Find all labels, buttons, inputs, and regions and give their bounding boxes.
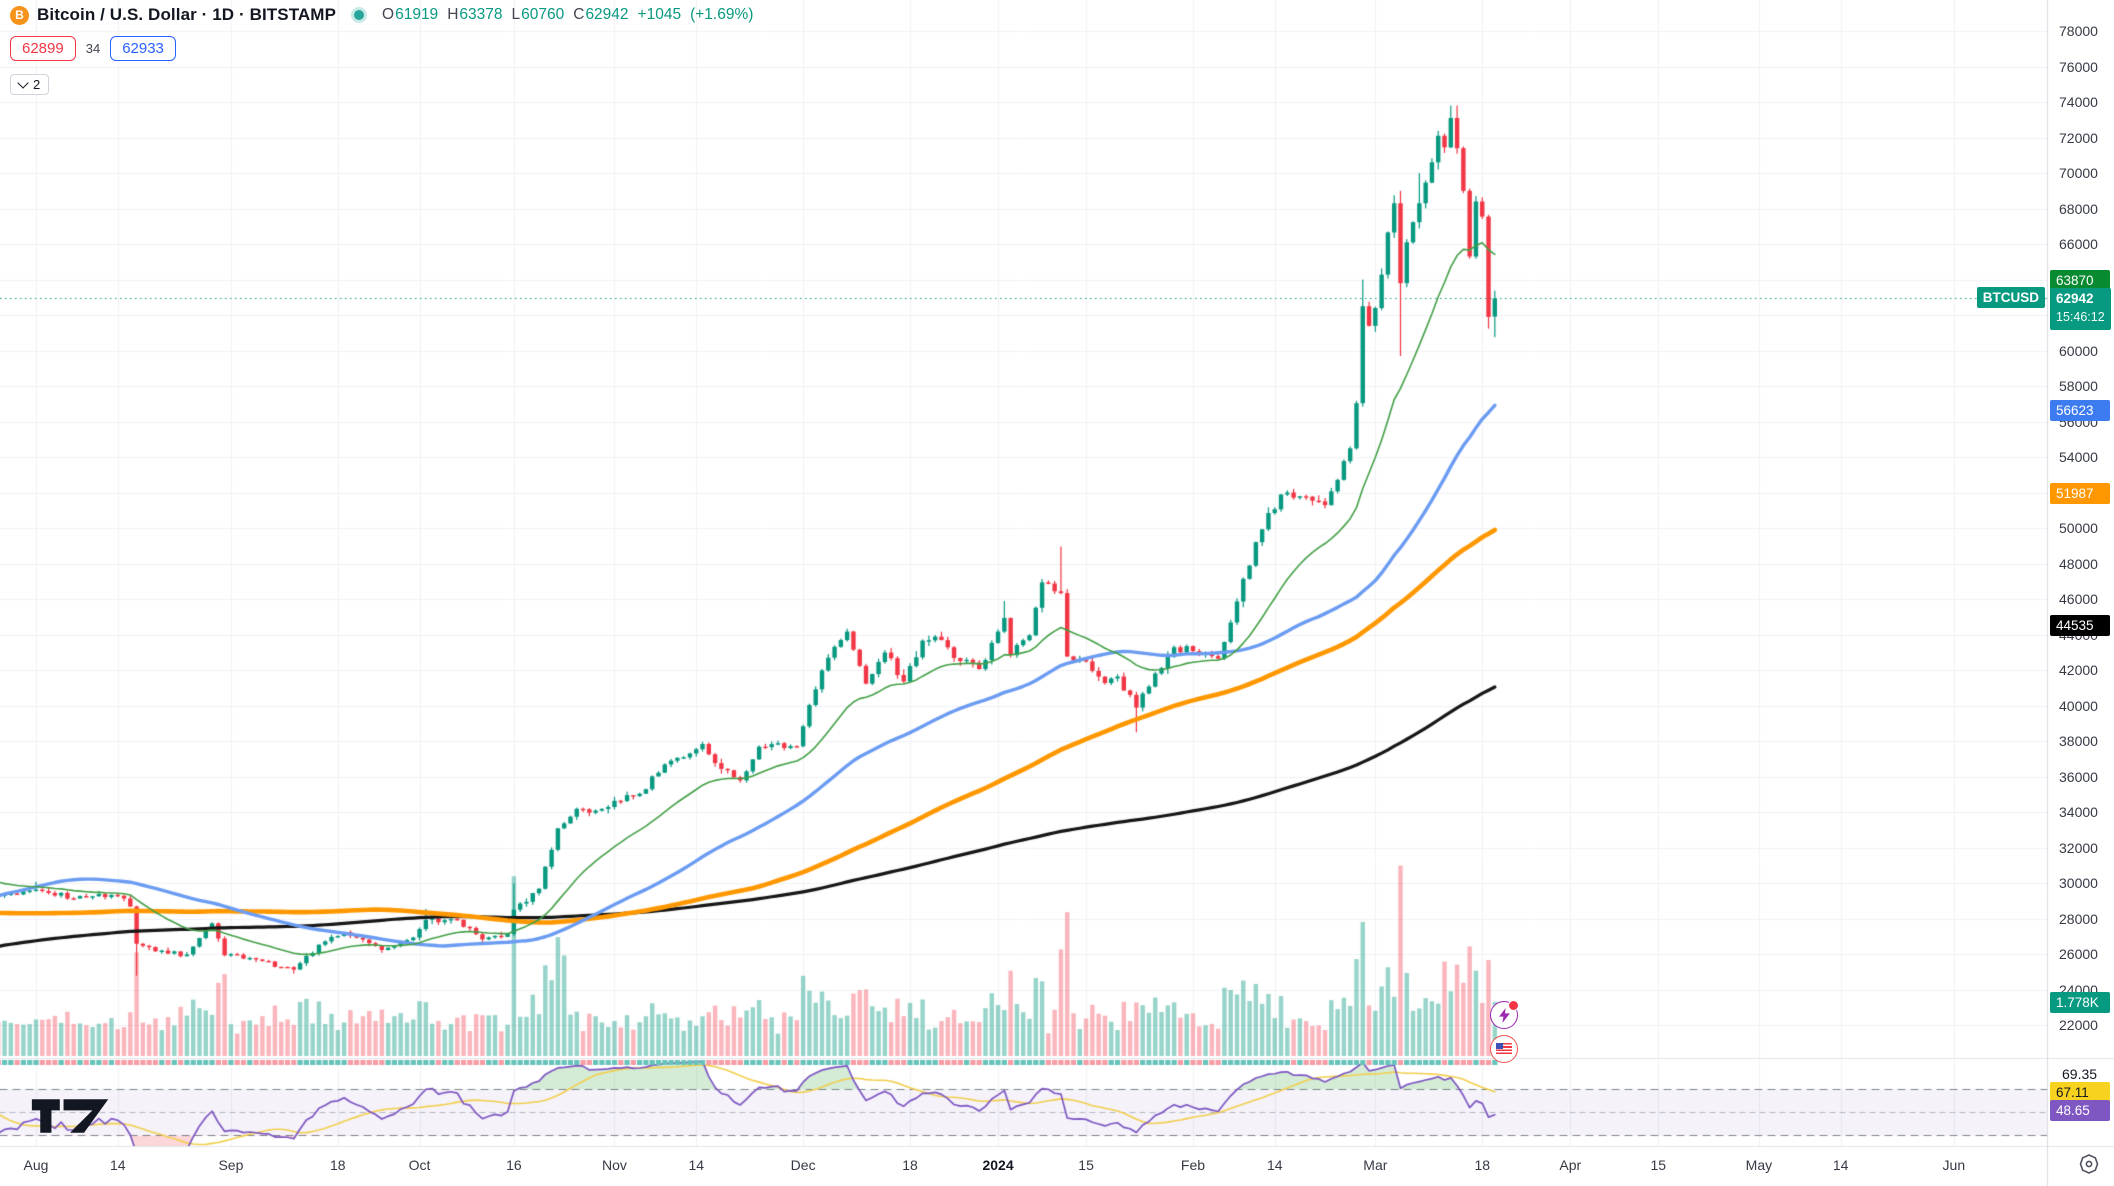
change-value: +1045 bbox=[637, 6, 682, 23]
time-tick-label[interactable]: 18 bbox=[1474, 1157, 1491, 1173]
price-tick-label[interactable]: 40000 bbox=[2059, 697, 2098, 714]
time-tick-label[interactable]: 14 bbox=[688, 1157, 705, 1173]
rsi-axis-value: 69.35 bbox=[2062, 1066, 2098, 1082]
ema20-price-label: 63870 bbox=[2050, 270, 2110, 291]
price-tick-label[interactable]: 22000 bbox=[2059, 1017, 2098, 1034]
price-tick-label[interactable]: 48000 bbox=[2059, 555, 2098, 572]
time-tick-label[interactable]: 2024 bbox=[982, 1157, 1014, 1173]
last-price-label: 62942 15:46:12 bbox=[2050, 288, 2111, 330]
time-tick-label[interactable]: Jun bbox=[1942, 1157, 1966, 1173]
close-label: C bbox=[573, 6, 585, 23]
price-tick-label[interactable]: 70000 bbox=[2059, 165, 2098, 182]
notification-dot bbox=[1508, 1000, 1519, 1011]
price-tick-label[interactable]: 74000 bbox=[2059, 94, 2098, 111]
high-value: 63378 bbox=[459, 6, 503, 23]
time-tick-label[interactable]: 14 bbox=[1832, 1157, 1849, 1173]
economic-event-icon[interactable] bbox=[1490, 1035, 1518, 1063]
price-tick-label[interactable]: 30000 bbox=[2059, 875, 2098, 892]
bar-countdown: 15:46:12 bbox=[2056, 310, 2105, 324]
time-tick-label[interactable]: 18 bbox=[902, 1157, 918, 1173]
rsi-ma-value-label: 67.11 bbox=[2050, 1082, 2110, 1103]
chevron-down-icon bbox=[17, 77, 29, 89]
time-tick-label[interactable]: May bbox=[1745, 1157, 1773, 1173]
chart-legend: B Bitcoin / U.S. Dollar · 1D · BITSTAMP … bbox=[10, 5, 753, 25]
price-tick-label[interactable]: 46000 bbox=[2059, 591, 2098, 608]
time-tick-label[interactable]: Mar bbox=[1363, 1157, 1388, 1173]
sma200-price-label: 44535 bbox=[2050, 615, 2110, 636]
tradingview-logo-icon[interactable] bbox=[30, 1097, 112, 1135]
price-tick-label[interactable]: 76000 bbox=[2059, 58, 2098, 75]
price-tick-label[interactable]: 28000 bbox=[2059, 910, 2098, 927]
price-tick-label[interactable]: 58000 bbox=[2059, 378, 2098, 395]
us-flag-icon bbox=[1496, 1043, 1512, 1055]
volume-value-label: 1.778K bbox=[2050, 992, 2110, 1013]
time-tick-label[interactable]: Nov bbox=[602, 1157, 627, 1173]
price-tick-label[interactable]: 72000 bbox=[2059, 129, 2098, 146]
price-tick-label[interactable]: 36000 bbox=[2059, 768, 2098, 785]
collapsed-indicators-button[interactable]: 2 bbox=[10, 74, 50, 95]
price-tick-label[interactable]: 66000 bbox=[2059, 236, 2098, 253]
trade-buttons: 62899 34 62933 bbox=[10, 36, 176, 61]
bitcoin-logo-icon: B bbox=[10, 5, 29, 25]
buy-button[interactable]: 62933 bbox=[110, 36, 176, 61]
symbol-title[interactable]: Bitcoin / U.S. Dollar · 1D · BITSTAMP bbox=[37, 5, 337, 24]
price-tick-label[interactable]: 38000 bbox=[2059, 733, 2098, 750]
sma50-price-label: 56623 bbox=[2050, 400, 2110, 421]
price-tick-label[interactable]: 68000 bbox=[2059, 200, 2098, 217]
time-tick-label[interactable]: 15 bbox=[1650, 1157, 1667, 1173]
price-tick-label[interactable]: 50000 bbox=[2059, 520, 2098, 537]
time-tick-label[interactable]: 18 bbox=[330, 1157, 346, 1173]
time-tick-label[interactable]: Oct bbox=[408, 1157, 431, 1173]
time-tick-label[interactable]: Dec bbox=[790, 1157, 816, 1173]
rsi-value-label: 48.65 bbox=[2050, 1100, 2110, 1121]
price-tick-label[interactable]: 26000 bbox=[2059, 946, 2098, 963]
close-value: 62942 bbox=[585, 6, 629, 23]
sma100-price-label: 51987 bbox=[2050, 483, 2110, 504]
price-tick-label[interactable]: 34000 bbox=[2059, 804, 2098, 821]
open-label: O bbox=[382, 6, 395, 23]
symbol-price-chip: BTCUSD bbox=[1976, 287, 2045, 308]
news-event-icon[interactable] bbox=[1490, 1000, 1519, 1029]
time-tick-label[interactable]: 15 bbox=[1078, 1157, 1094, 1173]
open-value: 61919 bbox=[395, 6, 439, 23]
time-tick-label[interactable]: 14 bbox=[1266, 1157, 1283, 1173]
time-tick-label[interactable]: Sep bbox=[218, 1157, 244, 1173]
last-price-value: 62942 bbox=[2056, 291, 2094, 306]
high-label: H bbox=[447, 6, 459, 23]
time-tick-label[interactable]: Feb bbox=[1180, 1157, 1206, 1173]
spread-value: 34 bbox=[85, 41, 101, 56]
ohlc-values: O61919 H63378 L60760 C62942 +1045 (+1.69… bbox=[382, 6, 753, 24]
collapsed-indicators-count: 2 bbox=[33, 77, 41, 92]
price-tick-label[interactable]: 60000 bbox=[2059, 342, 2098, 359]
time-tick-label[interactable]: 16 bbox=[506, 1157, 522, 1173]
price-tick-label[interactable]: 78000 bbox=[2059, 23, 2098, 39]
price-tick-label[interactable]: 42000 bbox=[2059, 662, 2098, 679]
time-tick-label[interactable]: Aug bbox=[23, 1157, 49, 1173]
price-tick-label[interactable]: 54000 bbox=[2059, 449, 2098, 466]
time-tick-label[interactable]: 14 bbox=[109, 1157, 126, 1173]
low-label: L bbox=[511, 6, 521, 23]
sell-button[interactable]: 62899 bbox=[10, 36, 76, 61]
low-value: 60760 bbox=[521, 6, 565, 23]
market-status-icon[interactable] bbox=[354, 10, 365, 20]
time-tick-label[interactable]: Apr bbox=[1559, 1157, 1582, 1173]
price-tick-label[interactable]: 32000 bbox=[2059, 839, 2098, 856]
axis-settings-gear-icon[interactable] bbox=[2078, 1153, 2100, 1175]
change-percent: (+1.69%) bbox=[690, 6, 754, 23]
